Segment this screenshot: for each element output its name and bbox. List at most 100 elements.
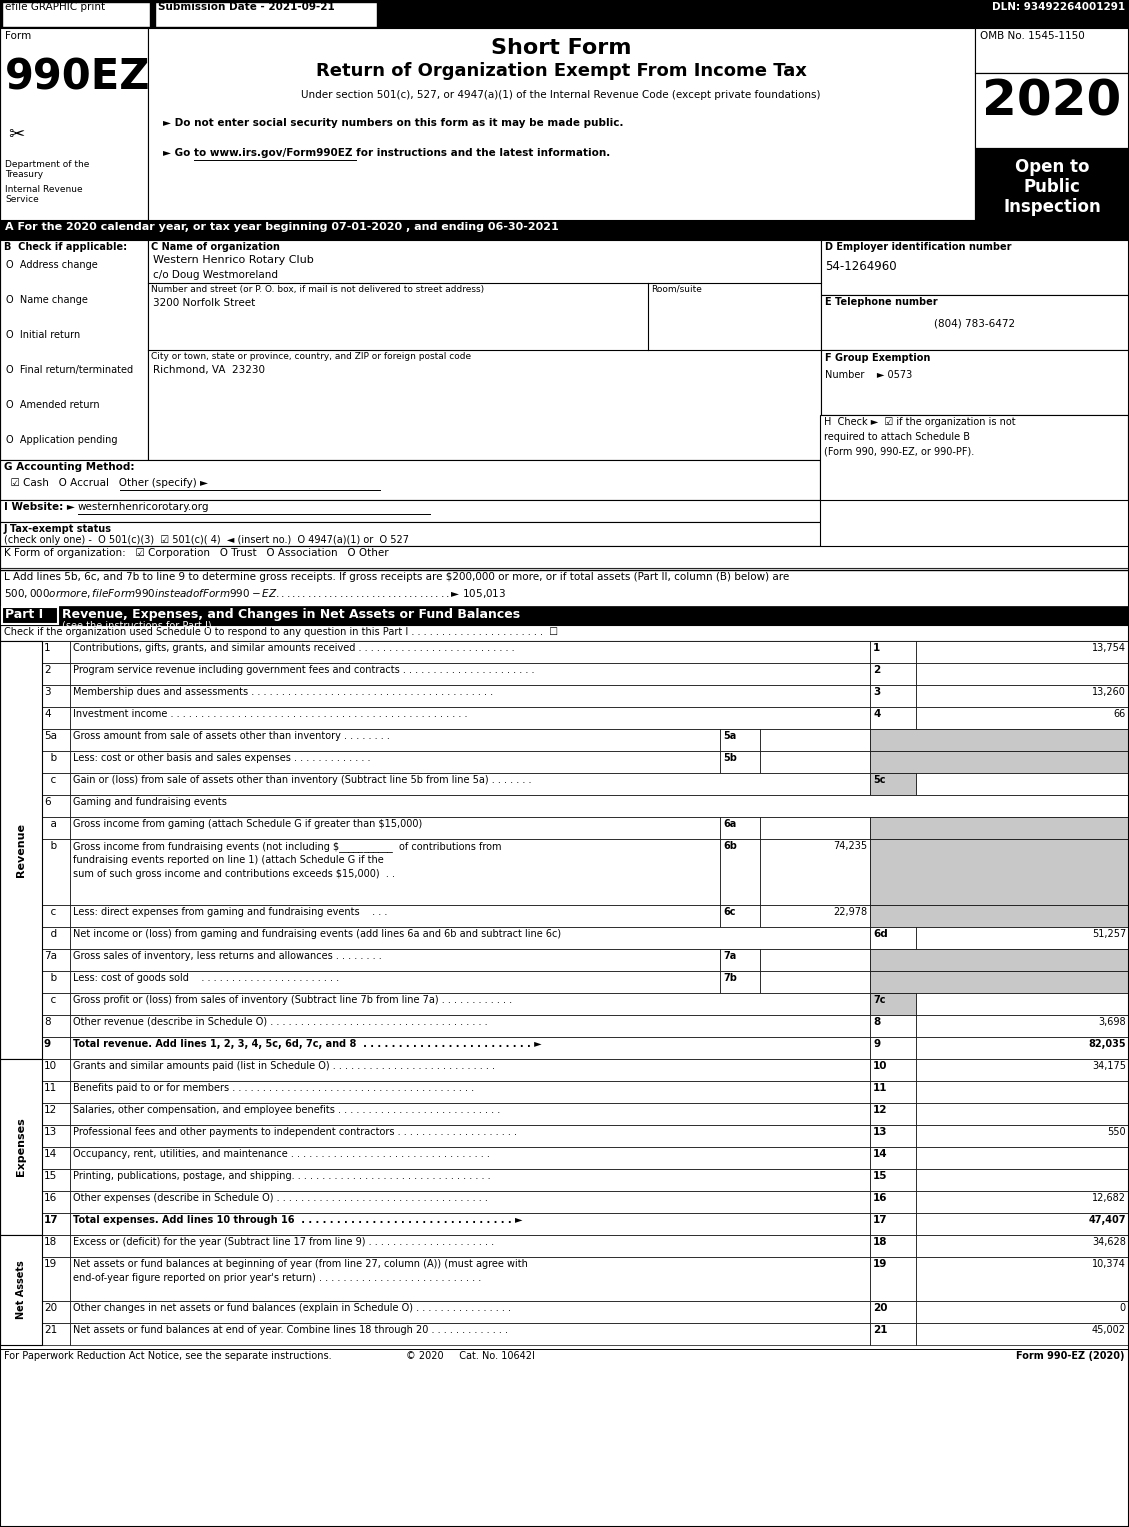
Bar <box>916 1170 1129 1191</box>
Bar <box>916 686 1129 707</box>
Text: I Website: ►: I Website: ► <box>5 502 75 512</box>
Text: 2: 2 <box>873 664 881 675</box>
Text: Under section 501(c), 527, or 4947(a)(1) of the Internal Revenue Code (except pr: Under section 501(c), 527, or 4947(a)(1)… <box>301 90 821 99</box>
Text: 12: 12 <box>873 1106 887 1115</box>
Bar <box>870 773 916 796</box>
Bar <box>42 686 70 707</box>
Text: 15: 15 <box>44 1171 58 1180</box>
Text: Gross profit or (loss) from sales of inventory (Subtract line 7b from line 7a) .: Gross profit or (loss) from sales of inv… <box>73 996 513 1005</box>
Text: Form: Form <box>5 31 32 41</box>
Text: 2020: 2020 <box>982 78 1121 127</box>
Text: Net assets or fund balances at beginning of year (from line 27, column (A)) (mus: Net assets or fund balances at beginning… <box>73 1258 528 1269</box>
Text: 11: 11 <box>44 1083 58 1093</box>
Text: Gross income from fundraising events (not including $___________  of contributio: Gross income from fundraising events (no… <box>73 841 501 852</box>
Bar <box>720 728 760 751</box>
Bar <box>916 1037 1129 1060</box>
Bar <box>155 2 377 27</box>
Bar <box>42 773 70 796</box>
Bar <box>70 796 1129 817</box>
Bar <box>42 1257 70 1301</box>
Text: 54-1264960: 54-1264960 <box>825 260 896 273</box>
Text: Professional fees and other payments to independent contractors . . . . . . . . : Professional fees and other payments to … <box>73 1127 517 1138</box>
Text: H  Check ►  ☑ if the organization is not: H Check ► ☑ if the organization is not <box>824 417 1016 428</box>
Text: 6c: 6c <box>723 907 735 918</box>
Bar <box>2 608 58 625</box>
Bar <box>70 1212 870 1235</box>
Text: Richmond, VA  23230: Richmond, VA 23230 <box>154 365 265 376</box>
Text: b: b <box>44 841 58 851</box>
Bar <box>42 1015 70 1037</box>
Bar <box>148 240 821 460</box>
Bar <box>0 27 148 220</box>
Bar <box>70 1301 870 1322</box>
Text: 3,698: 3,698 <box>1099 1017 1126 1028</box>
Bar <box>916 1015 1129 1037</box>
Bar <box>760 906 870 927</box>
Text: ✂: ✂ <box>8 125 25 144</box>
Bar <box>870 971 1129 993</box>
Bar <box>70 993 870 1015</box>
Bar <box>70 773 870 796</box>
Bar <box>70 1170 870 1191</box>
Text: Program service revenue including government fees and contracts . . . . . . . . : Program service revenue including govern… <box>73 664 534 675</box>
Bar <box>916 707 1129 728</box>
Text: Net Assets: Net Assets <box>16 1261 26 1319</box>
Text: 2: 2 <box>44 664 51 675</box>
Text: Revenue, Expenses, and Changes in Net Assets or Fund Balances: Revenue, Expenses, and Changes in Net As… <box>62 608 520 621</box>
Text: 1: 1 <box>873 643 881 654</box>
Text: 20: 20 <box>873 1303 887 1313</box>
Text: 5c: 5c <box>873 776 885 785</box>
Bar <box>870 1060 916 1081</box>
Bar <box>916 1301 1129 1322</box>
Text: 6b: 6b <box>723 841 737 851</box>
Text: L Add lines 5b, 6c, and 7b to line 9 to determine gross receipts. If gross recei: L Add lines 5b, 6c, and 7b to line 9 to … <box>5 573 789 582</box>
Bar <box>870 927 916 948</box>
Bar <box>870 751 1129 773</box>
Text: O  Amended return: O Amended return <box>6 400 99 411</box>
Bar <box>42 971 70 993</box>
Bar <box>916 1235 1129 1257</box>
Text: 0: 0 <box>1120 1303 1126 1313</box>
Bar <box>0 625 1129 641</box>
Text: J Tax-exempt status: J Tax-exempt status <box>5 524 112 534</box>
Text: 4: 4 <box>44 709 51 719</box>
Text: Grants and similar amounts paid (list in Schedule O) . . . . . . . . . . . . . .: Grants and similar amounts paid (list in… <box>73 1061 495 1070</box>
Text: Public: Public <box>1024 179 1080 195</box>
Bar <box>42 1081 70 1102</box>
Bar <box>70 1037 870 1060</box>
Bar <box>916 1125 1129 1147</box>
Text: 51,257: 51,257 <box>1092 928 1126 939</box>
Text: 14: 14 <box>44 1148 58 1159</box>
Text: 66: 66 <box>1113 709 1126 719</box>
Bar <box>42 948 70 971</box>
Bar <box>70 1125 870 1147</box>
Text: Submission Date - 2021-09-21: Submission Date - 2021-09-21 <box>158 2 335 12</box>
Text: 14: 14 <box>873 1148 887 1159</box>
Bar <box>42 838 70 906</box>
Text: Benefits paid to or for members . . . . . . . . . . . . . . . . . . . . . . . . : Benefits paid to or for members . . . . … <box>73 1083 474 1093</box>
Text: c/o Doug Westmoreland: c/o Doug Westmoreland <box>154 270 278 279</box>
Text: 82,035: 82,035 <box>1088 1038 1126 1049</box>
Bar <box>916 1102 1129 1125</box>
Text: end-of-year figure reported on prior year's return) . . . . . . . . . . . . . . : end-of-year figure reported on prior yea… <box>73 1274 481 1283</box>
Bar <box>70 1235 870 1257</box>
Bar <box>870 1125 916 1147</box>
Bar <box>42 1301 70 1322</box>
Text: Return of Organization Exempt From Income Tax: Return of Organization Exempt From Incom… <box>316 63 806 79</box>
Bar <box>70 1060 870 1081</box>
Bar <box>42 906 70 927</box>
Bar <box>760 817 870 838</box>
Bar <box>720 948 760 971</box>
Text: Other expenses (describe in Schedule O) . . . . . . . . . . . . . . . . . . . . : Other expenses (describe in Schedule O) … <box>73 1193 488 1203</box>
Bar <box>70 1081 870 1102</box>
Bar <box>42 1060 70 1081</box>
Text: 9: 9 <box>44 1038 51 1049</box>
Text: 20: 20 <box>44 1303 58 1313</box>
Bar <box>42 1191 70 1212</box>
Bar <box>870 838 1129 906</box>
Bar <box>821 350 1129 415</box>
Text: C Name of organization: C Name of organization <box>151 241 280 252</box>
Bar <box>42 1037 70 1060</box>
Text: d: d <box>44 928 58 939</box>
Text: (Form 990, 990-EZ, or 990-PF).: (Form 990, 990-EZ, or 990-PF). <box>824 447 974 457</box>
